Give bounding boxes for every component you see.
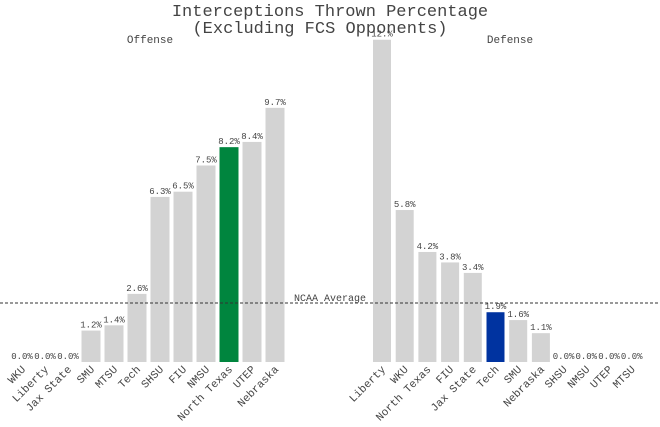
bar	[242, 141, 262, 362]
chart-subtitle: (Excluding FCS Opponents)	[192, 20, 447, 39]
bar	[104, 325, 124, 362]
value-label: 0.0%	[621, 352, 643, 362]
value-label: 0.0%	[11, 352, 33, 362]
bar	[531, 333, 550, 362]
value-label: 0.0%	[575, 352, 597, 362]
bar	[150, 196, 170, 362]
value-label: 1.9%	[485, 302, 507, 312]
value-label: 3.8%	[439, 252, 461, 262]
x-tick-label: Liberty	[348, 364, 389, 405]
bar	[418, 251, 437, 362]
value-label: 8.4%	[241, 132, 263, 142]
bar	[127, 293, 147, 362]
bar	[219, 147, 239, 362]
reference-label: NCAA Average	[294, 294, 366, 305]
panel-title: Offense	[127, 35, 173, 47]
x-tick-label: SHSU	[140, 364, 167, 391]
x-tick-label: NMSU	[566, 364, 593, 391]
value-label: 1.2%	[80, 321, 102, 331]
bar	[441, 262, 460, 362]
value-label: 4.2%	[417, 242, 439, 252]
value-label: 0.0%	[598, 352, 620, 362]
value-label: 6.5%	[172, 182, 194, 192]
bar	[395, 210, 414, 362]
x-tick-label: MTSU	[611, 364, 638, 391]
value-label: 8.2%	[218, 137, 240, 147]
x-tick-label: SHSU	[543, 364, 570, 391]
value-label: 5.8%	[394, 200, 416, 210]
value-label: 0.0%	[57, 352, 79, 362]
value-label: 6.3%	[149, 187, 171, 197]
bar	[486, 312, 505, 362]
chart-title: Interceptions Thrown Percentage	[172, 3, 488, 22]
value-label: 1.6%	[507, 310, 529, 320]
value-label: 3.4%	[462, 263, 484, 273]
value-label: 7.5%	[195, 156, 217, 166]
bar	[81, 330, 101, 362]
value-label: 9.7%	[264, 98, 286, 108]
value-label: 0.0%	[553, 352, 575, 362]
value-label: 1.1%	[530, 323, 552, 333]
value-label: 0.0%	[34, 352, 56, 362]
value-label: 1.4%	[103, 315, 125, 325]
bar	[196, 165, 216, 362]
x-tick-label: Tech	[117, 364, 144, 391]
value-label: 2.6%	[126, 284, 148, 294]
bar	[373, 39, 391, 363]
bar	[173, 191, 193, 362]
x-tick-label: MTSU	[94, 364, 121, 391]
bar	[509, 320, 528, 362]
x-tick-label: Tech	[475, 364, 502, 391]
panel-title: Defense	[487, 35, 533, 47]
value-label: 12.%	[371, 30, 393, 40]
bar	[265, 107, 285, 362]
x-tick-label: UTEP	[589, 364, 616, 391]
bar	[463, 272, 482, 362]
